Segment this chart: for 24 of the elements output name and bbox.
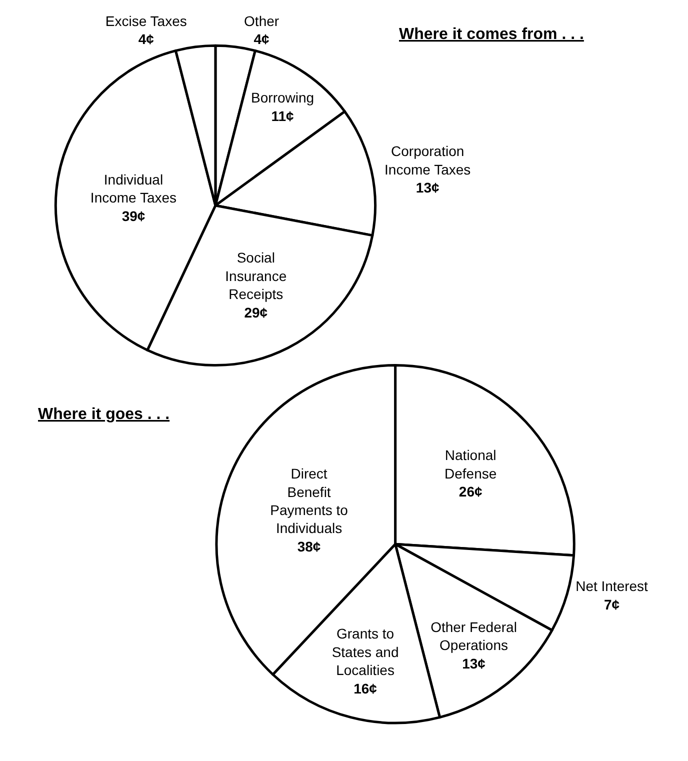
data-label: 7¢ — [604, 596, 620, 612]
data-label: 38¢ — [297, 538, 321, 554]
text: Where it comes from . . . — [399, 26, 584, 43]
slice-label: National Defense — [444, 447, 497, 482]
data-label: 16¢ — [354, 680, 378, 696]
slice-label: Borrowing — [251, 90, 314, 106]
slice-label: Individual Income Taxes — [90, 172, 177, 206]
slice-label: Social Insurance Receipts — [225, 250, 287, 302]
slice-label: Excise Taxes — [105, 12, 187, 29]
data-label: 4¢ — [254, 31, 270, 48]
slice-label: Direct Benefit Payments to Individuals — [270, 466, 348, 536]
data-label: 11¢ — [271, 108, 294, 124]
text: Where it goes . . . — [38, 406, 170, 423]
slice-label: Grants to States and Localities — [332, 626, 399, 678]
data-label: 13¢ — [416, 180, 440, 196]
data-label: 13¢ — [462, 655, 486, 672]
data-label: 4¢ — [138, 31, 154, 48]
data-label: 39¢ — [122, 208, 146, 224]
data-label: 29¢ — [244, 304, 268, 320]
slice-label: Net Interest — [576, 578, 648, 594]
data-label: 26¢ — [458, 484, 482, 500]
slice-label: Other Federal Operations — [430, 619, 517, 654]
slice-label: Corporation Income Taxes — [384, 143, 471, 178]
slice-label: Other — [244, 12, 280, 29]
